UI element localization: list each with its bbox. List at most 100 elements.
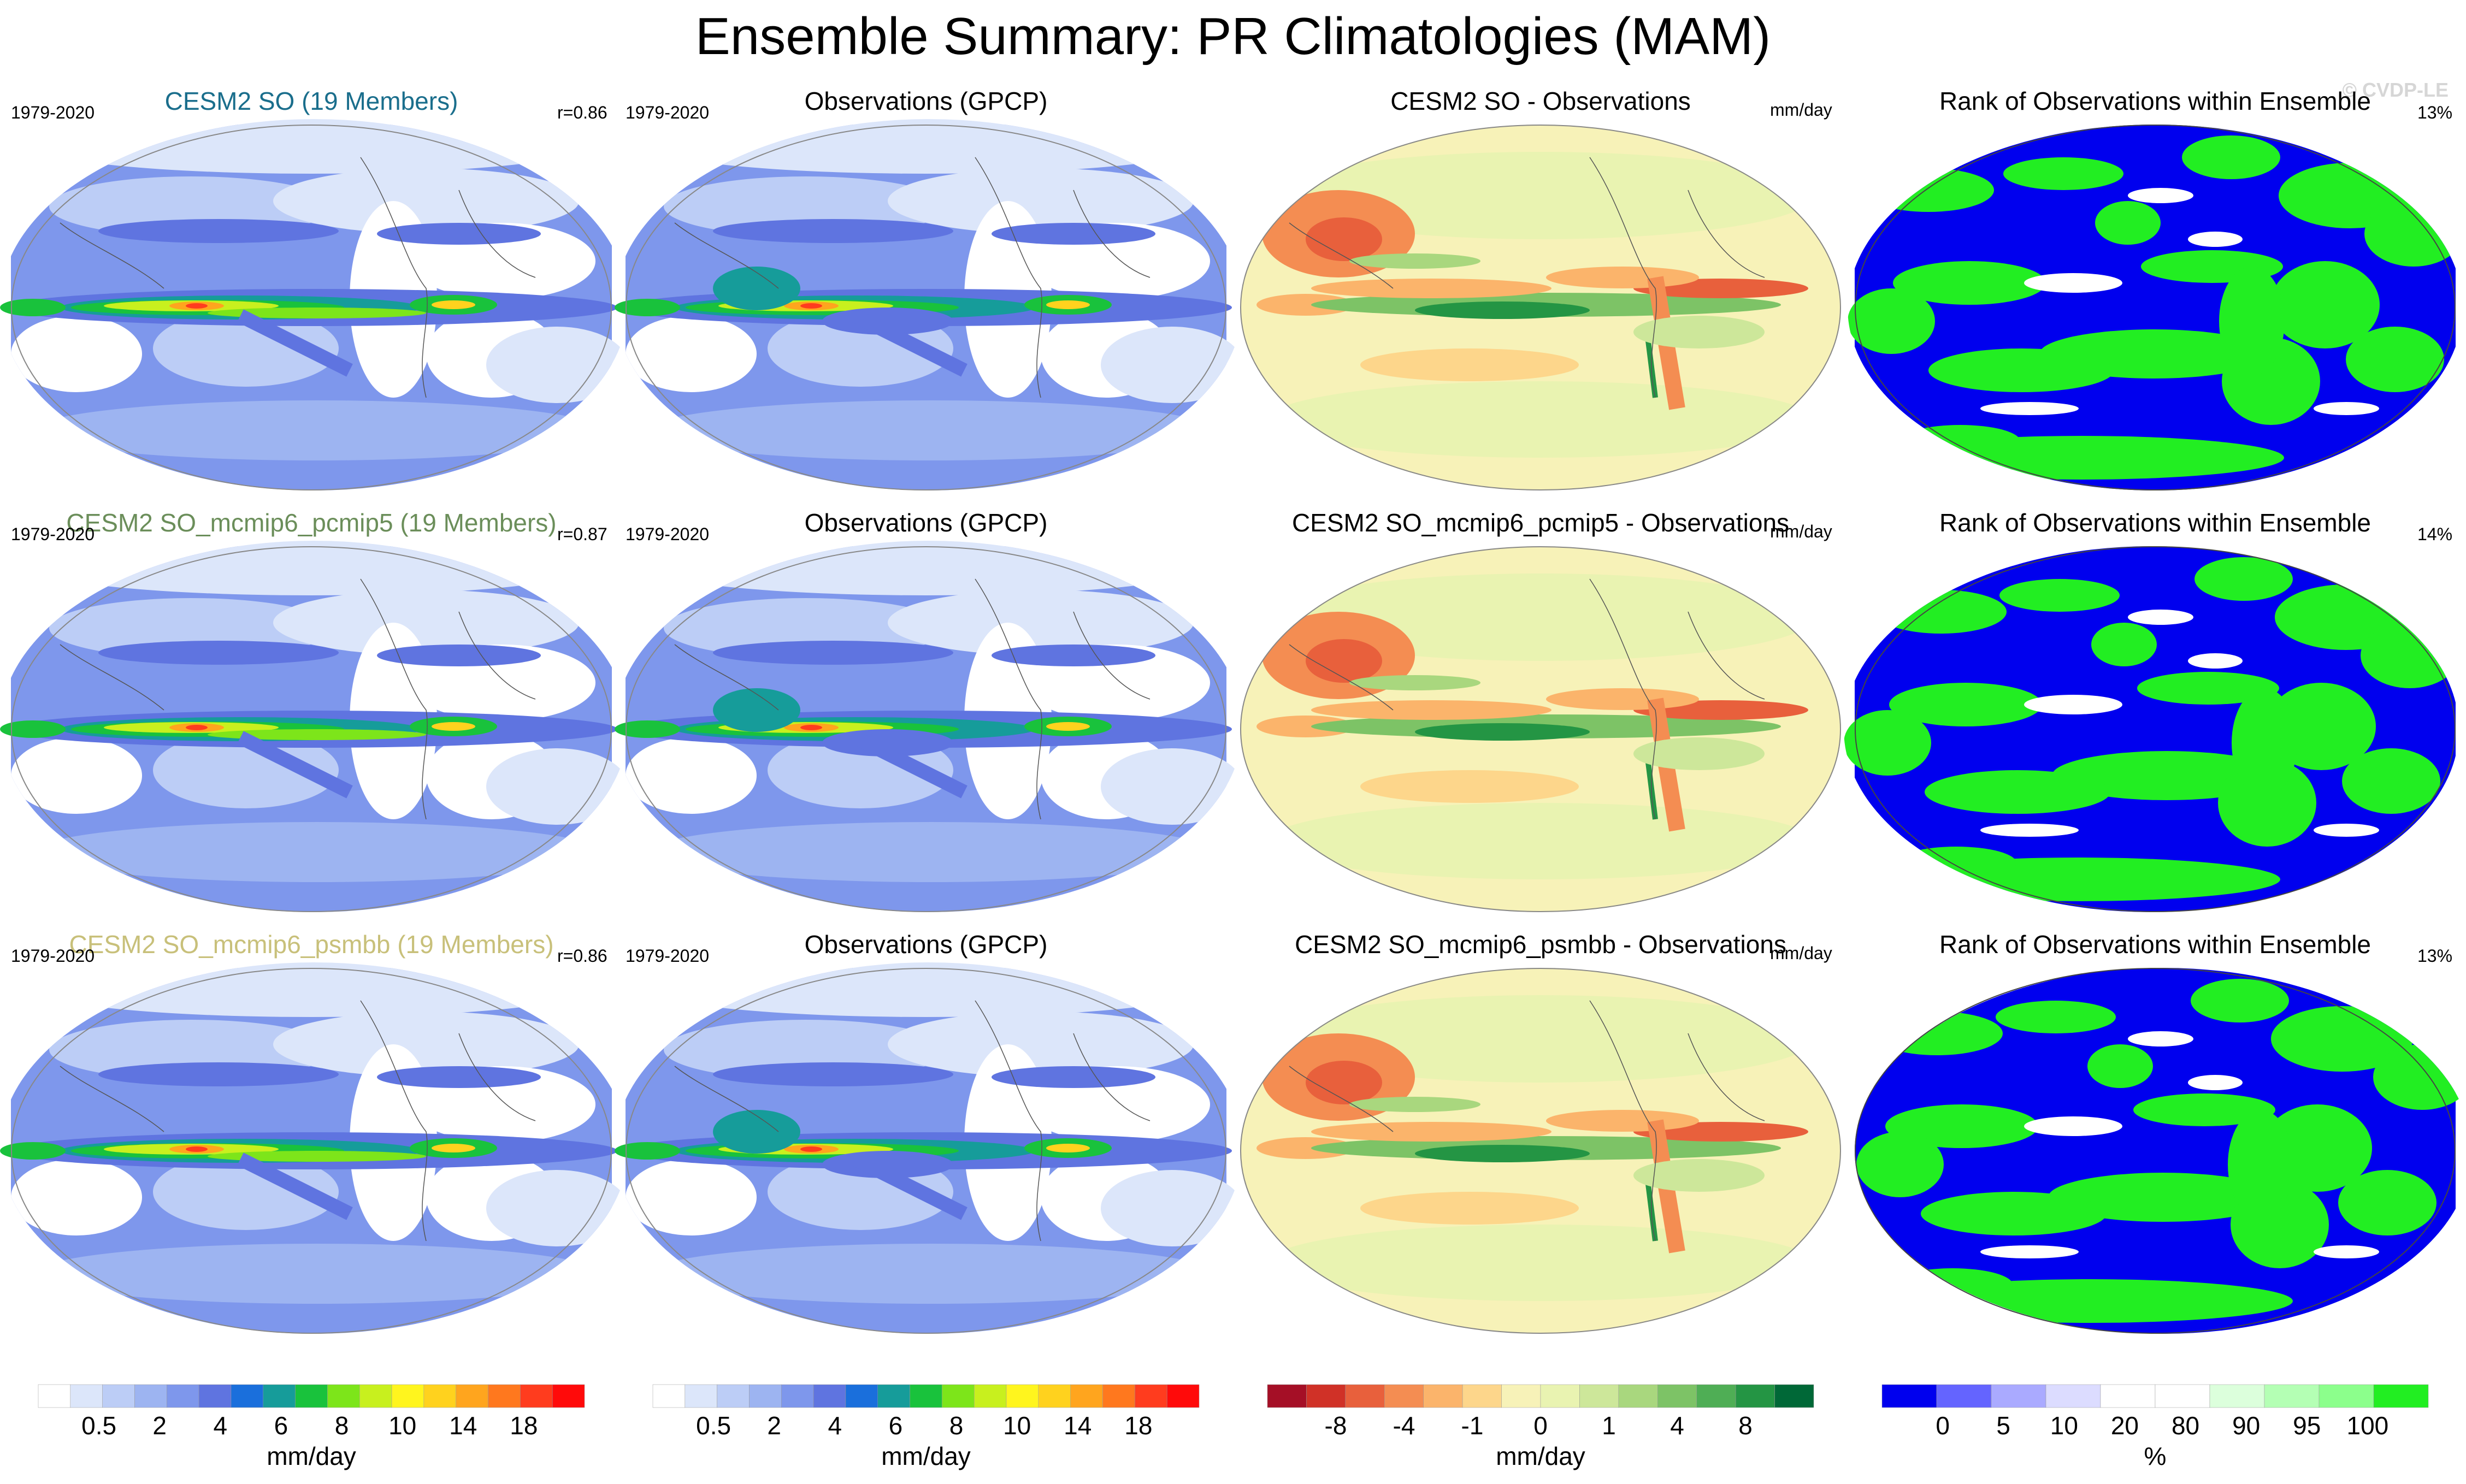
colorbar-swatch — [1881, 1384, 1937, 1408]
difference-map — [1240, 968, 1841, 1334]
colorbar-tick-label: 80 — [2171, 1411, 2200, 1440]
colorbar-swatch — [2045, 1384, 2101, 1408]
observed-climatology-map — [615, 962, 1243, 1334]
colorbar-swatch — [263, 1384, 296, 1408]
colorbar-swatch — [134, 1384, 167, 1408]
model-years-label: 1979-2020 — [11, 946, 95, 966]
diff-panel-title: CESM2 SO_mcmip6_psmbb - Observations — [1295, 930, 1786, 959]
cvdp-watermark: © CVDP-LE — [2342, 79, 2449, 101]
rank-percent-label: 13% — [2417, 946, 2453, 966]
colorbar-swatch — [1006, 1384, 1039, 1408]
colorbar-swatch — [2209, 1384, 2265, 1408]
colorbar-swatch — [1462, 1384, 1502, 1408]
colorbar-tick-label: 18 — [1124, 1411, 1153, 1440]
diff-units-label: mm/day — [1770, 943, 1832, 963]
colorbar-swatch — [1267, 1384, 1307, 1408]
colorbar-tick-label: 8 — [949, 1411, 964, 1440]
colorbar-swatch — [198, 1384, 232, 1408]
rank-panel-title: Rank of Observations within Ensemble — [1939, 509, 2371, 537]
colorbar-tick-label: 20 — [2110, 1411, 2139, 1440]
colorbar-tick-label: 0.5 — [81, 1411, 117, 1440]
difference-map — [1240, 125, 1841, 490]
rank-percent-label: 13% — [2417, 103, 2453, 122]
model-panel-title: CESM2 SO (19 Members) — [164, 87, 458, 115]
colorbar-swatch — [2100, 1384, 2156, 1408]
colorbar-swatch — [2264, 1384, 2320, 1408]
diff-panel-title: CESM2 SO - Observations — [1390, 87, 1691, 115]
colorbar-swatch — [327, 1384, 360, 1408]
colorbar-swatch — [1991, 1384, 2046, 1408]
diff-units-label: mm/day — [1770, 100, 1832, 120]
colorbar-swatch — [102, 1384, 135, 1408]
colorbar-tick-label: 10 — [388, 1411, 417, 1440]
diff-units-label: mm/day — [1770, 522, 1832, 541]
colorbar-tick-label: -4 — [1393, 1411, 1415, 1440]
rank-colorbar — [1881, 1384, 2429, 1408]
colorbar-tick-label: 8 — [1738, 1411, 1753, 1440]
difference-map — [1240, 546, 1841, 912]
colorbar-swatch — [456, 1384, 488, 1408]
colorbar-swatch — [749, 1384, 782, 1408]
rank-panel-title: Rank of Observations within Ensemble — [1939, 87, 2371, 115]
colorbar-tick-label: 0 — [1533, 1411, 1548, 1440]
model-climatology-map — [0, 541, 628, 912]
colorbar-swatch — [1579, 1384, 1619, 1408]
colorbar-tick-label: 4 — [828, 1411, 842, 1440]
colorbar-tick-label: 6 — [274, 1411, 288, 1440]
model-correlation-label: r=0.86 — [557, 103, 607, 122]
colorbar-swatch — [167, 1384, 199, 1408]
colorbar-swatch — [1618, 1384, 1658, 1408]
colorbar-swatch — [1774, 1384, 1814, 1408]
colorbar-swatch — [1540, 1384, 1580, 1408]
colorbar-tick-label: 0 — [1936, 1411, 1950, 1440]
colorbar-swatch — [1070, 1384, 1103, 1408]
colorbar-tick-label: 100 — [2346, 1411, 2389, 1440]
colorbar-swatch — [2318, 1384, 2374, 1408]
colorbar-swatch — [877, 1384, 910, 1408]
colorbar-tick-label: 8 — [334, 1411, 349, 1440]
colorbar-swatch — [781, 1384, 814, 1408]
colorbar-tick-label: 14 — [449, 1411, 477, 1440]
model-panel-title: CESM2 SO_mcmip6_pcmip5 (19 Members) — [66, 509, 557, 537]
colorbar-swatch — [552, 1384, 585, 1408]
colorbar-tick-label: 18 — [510, 1411, 538, 1440]
colorbar-swatch — [974, 1384, 1007, 1408]
obs-panel-title: Observations (GPCP) — [804, 930, 1048, 959]
observed-climatology-map — [615, 119, 1243, 490]
colorbar-swatch — [1345, 1384, 1385, 1408]
colorbar-swatch — [1166, 1384, 1200, 1408]
colorbar-swatch — [1102, 1384, 1135, 1408]
colorbar-tick-label: 1 — [1602, 1411, 1616, 1440]
colorbar-tick-label: 95 — [2293, 1411, 2321, 1440]
colorbar-swatch — [1657, 1384, 1697, 1408]
colorbar-tick-label: 2 — [152, 1411, 167, 1440]
rank-percent-label: 14% — [2417, 524, 2453, 544]
colorbar-tick-label: 10 — [2050, 1411, 2078, 1440]
model-correlation-label: r=0.87 — [557, 524, 607, 544]
model-climatology-map — [0, 962, 628, 1334]
colorbar-tick-label: -1 — [1461, 1411, 1484, 1440]
colorbar-swatch — [1423, 1384, 1463, 1408]
rank-map — [1844, 546, 2459, 912]
obs-years-label: 1979-2020 — [626, 524, 710, 544]
colorbar-swatch — [1306, 1384, 1346, 1408]
colorbar-tick-label: 10 — [1003, 1411, 1031, 1440]
rank-map — [1855, 968, 2466, 1334]
colorbar-swatch — [38, 1384, 71, 1408]
obs-panel-title: Observations (GPCP) — [804, 509, 1048, 537]
model-years-label: 1979-2020 — [11, 524, 95, 544]
colorbar-tick-label: 0.5 — [696, 1411, 731, 1440]
colorbar-swatch — [295, 1384, 328, 1408]
colorbar-swatch — [391, 1384, 424, 1408]
colorbar-swatch — [1038, 1384, 1071, 1408]
obs-years-label: 1979-2020 — [626, 103, 710, 122]
colorbar-swatch — [845, 1384, 878, 1408]
colorbar-swatch — [685, 1384, 717, 1408]
rank-panel-title: Rank of Observations within Ensemble — [1939, 930, 2371, 959]
colorbar-tick-label: -8 — [1324, 1411, 1347, 1440]
colorbar-tick-label: 4 — [213, 1411, 228, 1440]
colorbar-tick-label: 14 — [1064, 1411, 1092, 1440]
colorbar-units-label: mm/day — [267, 1442, 356, 1470]
colorbar-swatch — [942, 1384, 975, 1408]
colorbar-units-label: mm/day — [881, 1442, 971, 1470]
